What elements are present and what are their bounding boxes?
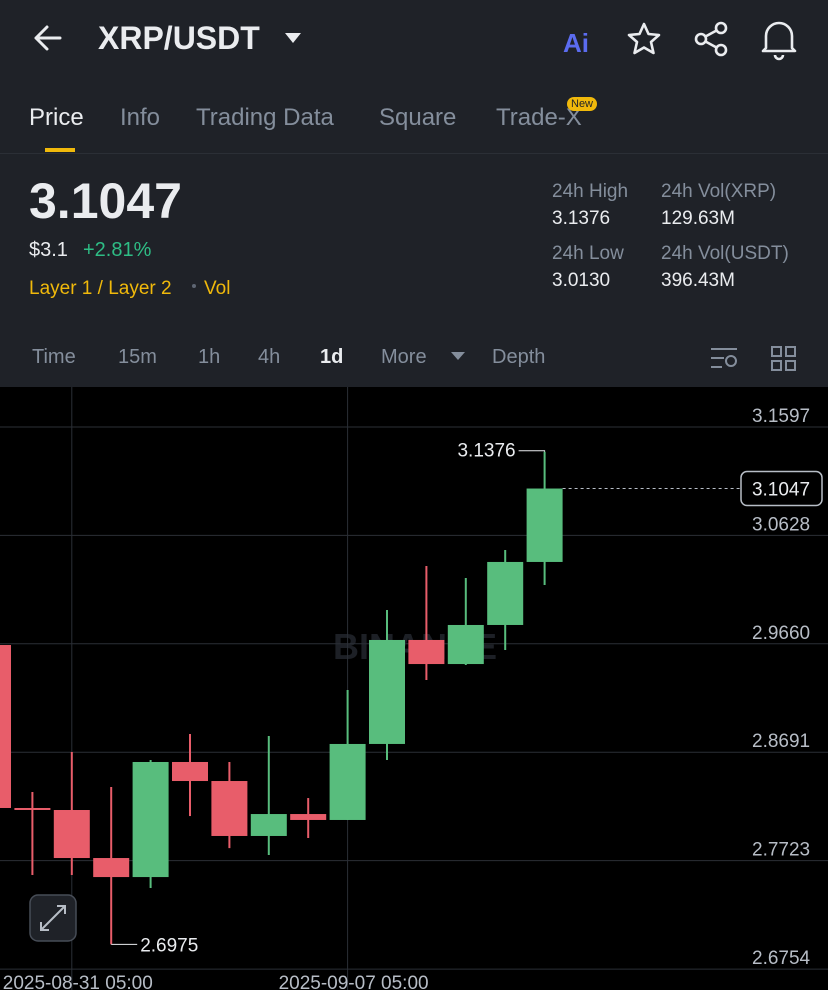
tag[interactable]: Vol — [204, 278, 231, 299]
high-label: 3.1376 — [457, 441, 515, 462]
candle-body — [487, 561, 524, 625]
last-price: 3.1047 — [29, 173, 182, 229]
tab-indicator — [45, 148, 75, 152]
candle-body — [14, 807, 51, 810]
stat-label: 24h High — [552, 181, 629, 202]
interval[interactable]: More — [381, 346, 427, 368]
candle-body — [369, 639, 405, 744]
candle-body — [53, 810, 90, 859]
interval[interactable]: 15m — [118, 346, 157, 368]
top-bar-icons: Ai — [34, 21, 797, 61]
stat-label: 24h Low — [552, 243, 624, 264]
pair-dropdown[interactable] — [285, 33, 301, 43]
last-price-box — [740, 470, 823, 507]
stat-value: 3.1376 — [552, 208, 611, 229]
y-tick-label: 2.9660 — [752, 623, 810, 644]
low-label: 2.6975 — [140, 935, 198, 956]
y-tick-label: 2.6754 — [752, 948, 811, 969]
candle-body — [0, 645, 11, 808]
price-change: +2.81% — [83, 239, 152, 261]
layout-button[interactable] — [771, 346, 796, 371]
y-tick-label: 3.0628 — [752, 514, 810, 535]
interval[interactable]: Depth — [492, 346, 546, 368]
stat-label: 24h Vol(USDT) — [661, 243, 789, 264]
candle-body — [250, 814, 287, 836]
candle-body — [290, 814, 327, 820]
candle-body — [408, 639, 445, 665]
interval[interactable]: Time — [32, 346, 76, 368]
candle-body — [132, 761, 169, 878]
stat-value: 3.0130 — [552, 270, 611, 291]
x-tick-label: 2025-08-31 05:00 — [3, 973, 153, 990]
candle-body — [526, 488, 563, 562]
fullscreen-button[interactable] — [29, 894, 77, 942]
stat-value: 396.43M — [661, 270, 735, 291]
indicator-button[interactable] — [711, 348, 737, 368]
price-usd: $3.1 — [29, 239, 68, 261]
candlestick-chart: BINANCE 2.67542.77232.86912.96603.06283.… — [0, 387, 828, 990]
stat-label: 24h Vol(XRP) — [661, 181, 777, 202]
y-tick-label: 3.1597 — [752, 406, 810, 427]
favorite-button[interactable] — [627, 22, 661, 55]
fullscreen-icon — [40, 905, 66, 931]
x-tick-label: 2025-09-07 05:00 — [279, 973, 429, 990]
tab[interactable]: Square — [379, 104, 457, 131]
candle-body — [329, 743, 366, 820]
share-button[interactable] — [694, 21, 728, 57]
tab[interactable]: Info — [120, 104, 161, 131]
high-leader — [518, 450, 546, 452]
tab[interactable]: Price — [29, 104, 84, 131]
new-badge: New — [567, 97, 598, 111]
y-tick-label: 2.7723 — [752, 840, 810, 861]
divider — [0, 153, 828, 154]
interval[interactable]: 4h — [258, 346, 281, 368]
interval[interactable]: 1d — [320, 346, 344, 368]
candle-body — [447, 624, 484, 665]
alert-button[interactable] — [761, 21, 797, 61]
tag[interactable]: Layer 1 / Layer 2 — [29, 278, 172, 299]
candle-body — [211, 781, 248, 836]
candle-body — [93, 858, 130, 878]
tab[interactable]: Trade-X — [496, 104, 582, 131]
candle-body — [172, 761, 208, 782]
back-button[interactable] — [34, 25, 62, 51]
stat-value: 129.63M — [661, 208, 735, 229]
y-tick-label: 2.8691 — [752, 731, 810, 752]
pair-title[interactable]: XRP/USDT — [98, 20, 260, 56]
tag-separator — [192, 284, 196, 288]
more-caret[interactable] — [451, 352, 465, 360]
interval[interactable]: 1h — [198, 346, 221, 368]
tab[interactable]: Trading Data — [196, 104, 334, 131]
ai-button[interactable]: Ai — [563, 28, 589, 58]
last-price-label: 3.1047 — [752, 480, 810, 501]
chart-tools — [711, 346, 796, 371]
